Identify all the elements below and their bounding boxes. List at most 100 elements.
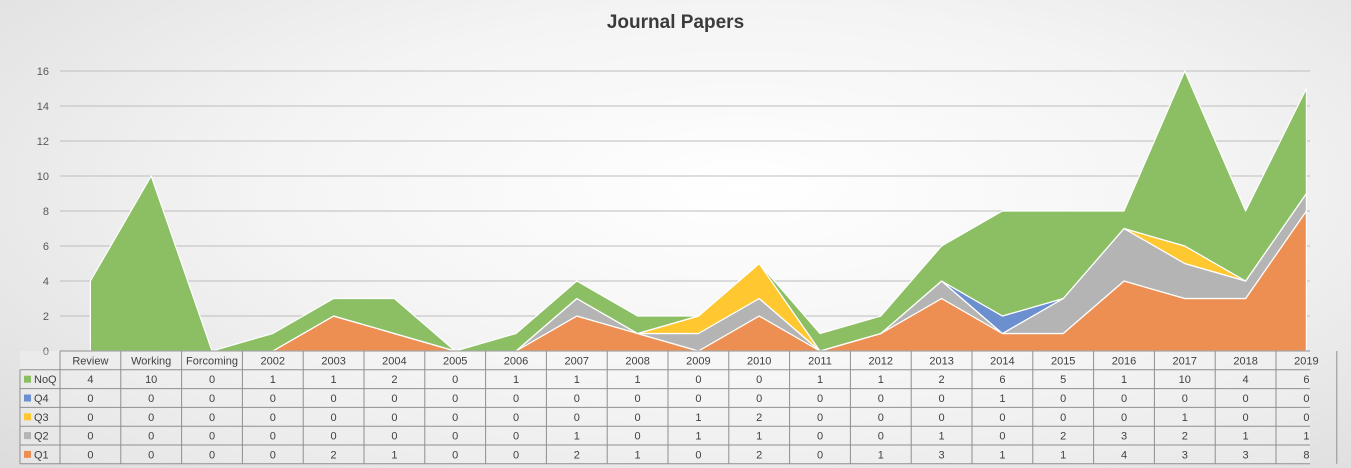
table-cell-value: 0 (513, 431, 519, 443)
table-cell-value: 0 (1303, 412, 1309, 424)
table-cell-value: 0 (1303, 393, 1309, 405)
x-category-label: 2005 (443, 356, 467, 368)
table-cell-value: 2 (1182, 431, 1188, 443)
table-cell-value: 0 (635, 393, 641, 405)
legend-label-q4: Q4 (34, 393, 49, 405)
table-cell-value: 0 (756, 374, 762, 386)
x-category-label: 2008 (625, 356, 649, 368)
table-cell-value: 4 (1243, 374, 1249, 386)
y-tick-label: 16 (37, 66, 49, 78)
table-cell-value: 1 (756, 431, 762, 443)
x-category-label: 2006 (504, 356, 528, 368)
x-category-label: Forcoming (186, 356, 238, 368)
x-category-label: 2015 (1051, 356, 1075, 368)
table-cell-value: 1 (695, 412, 701, 424)
table-cell-value: 0 (148, 412, 154, 424)
table-cell-value: 1 (999, 449, 1005, 461)
table-cell-value: 0 (270, 393, 276, 405)
chart-title: Journal Papers (606, 12, 745, 33)
table-cell-value: 0 (1121, 412, 1127, 424)
table-cell-value: 0 (695, 449, 701, 461)
table-cell-value: 1 (1243, 431, 1249, 443)
table-cell-value: 2 (331, 449, 337, 461)
table-cell-value: 0 (452, 431, 458, 443)
table-cell-value: 0 (878, 393, 884, 405)
table-cell-value: 0 (817, 431, 823, 443)
table-cell-value: 3 (1243, 449, 1249, 461)
table-cell-value: 0 (391, 393, 397, 405)
x-category-label: 2019 (1294, 356, 1318, 368)
table-cell-value: 0 (635, 412, 641, 424)
y-tick-label: 4 (43, 276, 49, 288)
table-cell-value: 0 (270, 449, 276, 461)
x-category-label: 2017 (1173, 356, 1197, 368)
legend-key-q3 (24, 413, 31, 421)
table-cell-value: 1 (513, 374, 519, 386)
x-category-label: 2011 (808, 356, 832, 368)
table-cell-value: 10 (1179, 374, 1191, 386)
x-category-label: 2004 (382, 356, 406, 368)
table-cell-value: 0 (1243, 393, 1249, 405)
legend-key-noq (24, 375, 31, 383)
table-cell-value: 0 (513, 412, 519, 424)
table-cell-value: 0 (695, 393, 701, 405)
table-cell-value: 0 (391, 412, 397, 424)
table-cell-value: 3 (1121, 431, 1127, 443)
table-cell-value: 0 (756, 393, 762, 405)
table-cell-value: 0 (209, 374, 215, 386)
x-category-label: 2002 (261, 356, 285, 368)
table-cell-value: 0 (939, 393, 945, 405)
table-cell-value: 0 (87, 393, 93, 405)
table-cell-value: 5 (1060, 374, 1066, 386)
table-cell-value: 0 (635, 431, 641, 443)
x-category-label: Review (72, 356, 108, 368)
table-cell-value: 2 (391, 374, 397, 386)
legend-key-q4 (24, 394, 31, 402)
table-cell-value: 0 (1060, 412, 1066, 424)
y-tick-label: 14 (37, 101, 49, 113)
table-cell-value: 1 (635, 449, 641, 461)
table-cell-value: 1 (1060, 449, 1066, 461)
table-cell-value: 1 (574, 374, 580, 386)
table-cell-value: 0 (878, 431, 884, 443)
legend-label-q3: Q3 (34, 412, 49, 424)
x-category-label: 2014 (990, 356, 1014, 368)
table-cell-value: 0 (452, 393, 458, 405)
table-cell-value: 1 (391, 449, 397, 461)
table-cell-value: 2 (939, 374, 945, 386)
table-cell-value: 2 (756, 449, 762, 461)
table-cell-value: 0 (1243, 412, 1249, 424)
y-tick-label: 2 (43, 311, 49, 323)
table-cell-value: 0 (209, 393, 215, 405)
table-cell-value: 0 (999, 412, 1005, 424)
table-cell-value: 0 (87, 412, 93, 424)
table-cell-value: 0 (148, 449, 154, 461)
table-cell-value: 8 (1303, 449, 1309, 461)
table-cell-value: 1 (331, 374, 337, 386)
legend-key-q2 (24, 432, 31, 440)
x-category-label: 2013 (929, 356, 953, 368)
table-cell-value: 0 (1121, 393, 1127, 405)
table-cell-value: 3 (1182, 449, 1188, 461)
x-category-label: 2016 (1112, 356, 1136, 368)
table-cell-value: 0 (513, 393, 519, 405)
legend-label-q2: Q2 (34, 431, 49, 443)
legend-key-q1 (24, 450, 31, 458)
y-tick-label: 0 (43, 346, 49, 358)
table-cell-value: 0 (1182, 393, 1188, 405)
table-cell-value: 0 (878, 412, 884, 424)
table-cell-value: 1 (635, 374, 641, 386)
table-cell-value: 1 (1121, 374, 1127, 386)
table-cell-value: 0 (209, 431, 215, 443)
y-tick-label: 10 (37, 171, 49, 183)
x-category-label: 2007 (565, 356, 589, 368)
table-cell-value: 0 (209, 412, 215, 424)
x-category-label: 2012 (869, 356, 893, 368)
table-cell-value: 0 (452, 374, 458, 386)
table-cell-value: 2 (574, 449, 580, 461)
table-cell-value: 0 (695, 374, 701, 386)
table-cell-value: 6 (999, 374, 1005, 386)
table-cell-value: 0 (574, 393, 580, 405)
